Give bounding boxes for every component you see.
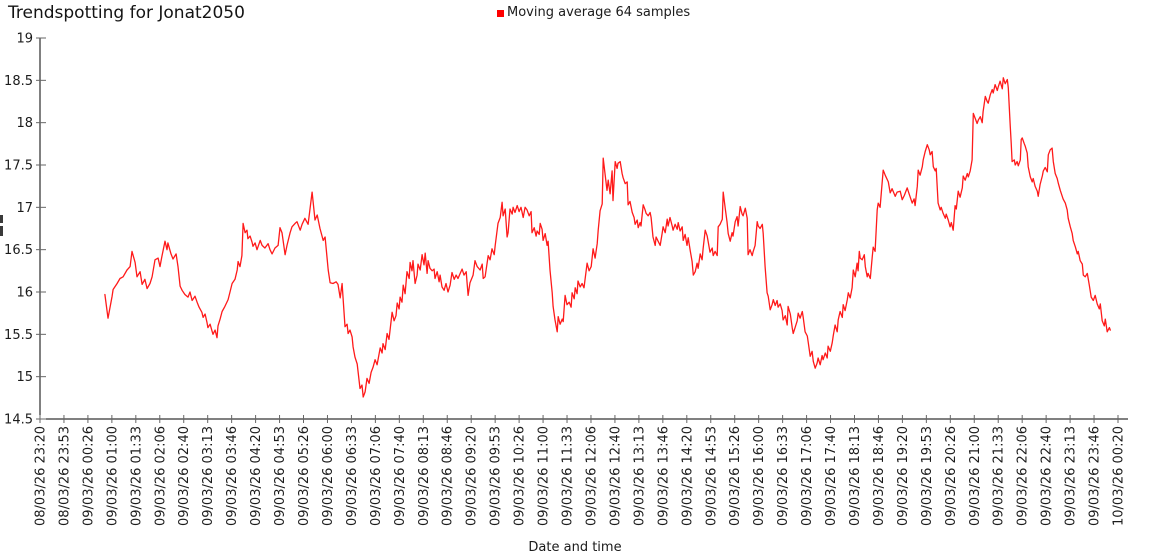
x-tick-label: 09/03/26 11:00 (537, 426, 552, 526)
x-tick-label: 09/03/26 13:46 (656, 426, 671, 526)
x-tick-label: 09/03/26 01:00 (105, 426, 120, 526)
x-tick-label: 09/03/26 12:40 (608, 426, 623, 526)
x-tick-label: 09/03/26 21:33 (992, 426, 1007, 526)
x-tick-label: 08/03/26 23:20 (34, 426, 49, 526)
x-tick-label: 09/03/26 19:53 (920, 426, 935, 526)
x-tick-label: 09/03/26 09:20 (465, 426, 480, 526)
x-tick-label: 09/03/26 03:13 (201, 426, 216, 526)
y-tick-label: 16.5 (4, 243, 33, 258)
x-tick-label: 09/03/26 13:13 (632, 426, 647, 526)
x-tick-label: 09/03/26 23:46 (1088, 426, 1103, 526)
x-tick-label: 09/03/26 17:06 (800, 426, 815, 526)
x-tick-label: 09/03/26 04:20 (249, 426, 264, 526)
x-tick-label: 09/03/26 15:26 (728, 426, 743, 526)
legend-swatch-icon (497, 9, 504, 17)
page-title: Trendspotting for Jonat2050 (8, 3, 245, 23)
x-tick-label: 09/03/26 17:40 (824, 426, 839, 526)
x-tick-label: 09/03/26 05:26 (297, 426, 312, 526)
moving-average-line (104, 77, 1111, 398)
y-tick-label: 18 (16, 116, 33, 131)
x-tick-label: 09/03/26 01:33 (129, 426, 144, 526)
x-tick-label: 10/03/26 00:20 (1112, 426, 1127, 526)
x-tick-label: 09/03/26 16:00 (752, 426, 767, 526)
x-tick-label: 09/03/26 07:40 (393, 426, 408, 526)
y-tick-label: 16 (16, 286, 33, 301)
y-tick-label: 17 (16, 201, 33, 216)
x-tick-label: 09/03/26 09:53 (489, 426, 504, 526)
x-tick-label: 09/03/26 23:13 (1064, 426, 1079, 526)
y-tick-label: 17.5 (4, 159, 33, 174)
x-tick-label: 09/03/26 22:40 (1040, 426, 1055, 526)
x-axis-title: Date and time (528, 540, 622, 555)
x-tick-label: 09/03/26 06:33 (345, 426, 360, 526)
y-tick-label: 15 (16, 370, 33, 385)
x-tick-label: 09/03/26 22:06 (1016, 426, 1031, 526)
y-tick-label: 18.5 (4, 74, 33, 89)
chart-legend: Moving average 64 samples (497, 5, 690, 20)
x-tick-label: 09/03/26 10:26 (513, 426, 528, 526)
y-axis-title-clipped (0, 215, 3, 236)
x-tick-label: 09/03/26 18:46 (872, 426, 887, 526)
legend-label: Moving average 64 samples (507, 5, 691, 20)
x-tick-label: 09/03/26 14:20 (680, 426, 695, 526)
x-tick-label: 09/03/26 08:13 (417, 426, 432, 526)
x-tick-label: 09/03/26 08:46 (441, 426, 456, 526)
x-tick-label: 09/03/26 00:26 (81, 426, 96, 526)
x-tick-label: 09/03/26 19:20 (896, 426, 911, 526)
x-tick-label: 09/03/26 20:26 (944, 426, 959, 526)
x-tick-label: 09/03/26 14:53 (704, 426, 719, 526)
x-tick-label: 09/03/26 02:06 (153, 426, 168, 526)
x-tick-label: 09/03/26 11:33 (561, 426, 576, 526)
x-tick-label: 09/03/26 02:40 (177, 426, 192, 526)
y-tick-label: 14.5 (4, 413, 33, 428)
y-tick-label: 15.5 (4, 328, 33, 343)
x-tick-label: 09/03/26 04:53 (273, 426, 288, 526)
x-tick-label: 09/03/26 03:46 (225, 426, 240, 526)
x-tick-label: 09/03/26 16:33 (776, 426, 791, 526)
x-tick-label: 09/03/26 06:00 (321, 426, 336, 526)
x-tick-label: 09/03/26 12:06 (584, 426, 599, 526)
y-tick-label: 19 (16, 32, 33, 47)
x-tick-label: 09/03/26 21:00 (968, 426, 983, 526)
x-tick-label: 09/03/26 07:06 (369, 426, 384, 526)
x-tick-label: 08/03/26 23:53 (57, 426, 72, 526)
x-tick-label: 09/03/26 18:13 (848, 426, 863, 526)
